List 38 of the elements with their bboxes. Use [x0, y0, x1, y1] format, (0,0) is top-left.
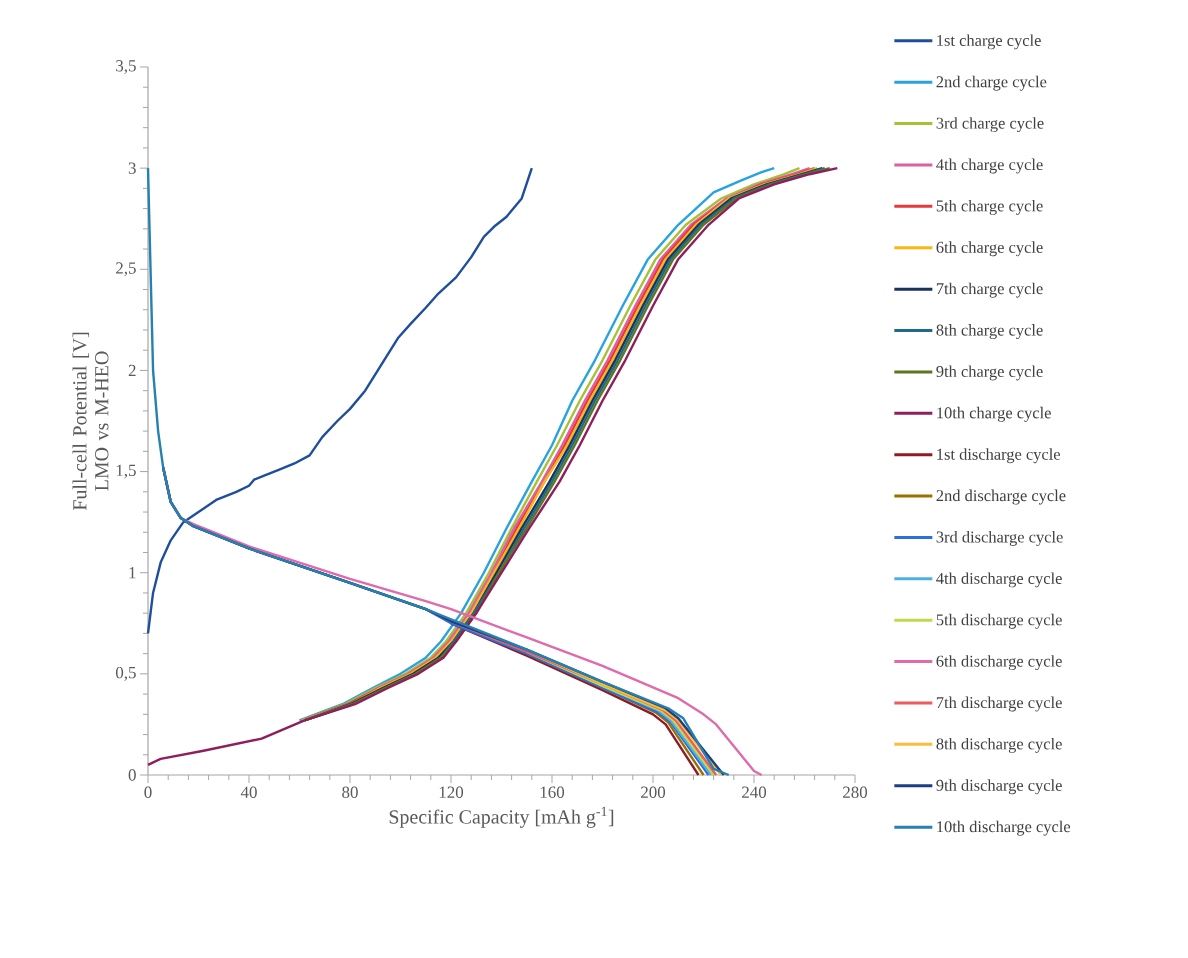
- legend-label: 4th discharge cycle: [936, 572, 1062, 588]
- legend-label: 8th discharge cycle: [936, 737, 1062, 753]
- legend-label: 10th charge cycle: [937, 406, 1051, 422]
- legend-label: 6th charge cycle: [936, 241, 1043, 257]
- legend-label: 2nd discharge cycle: [936, 489, 1066, 505]
- legend-label: 10th discharge cycle: [937, 820, 1071, 836]
- y-tick-label: 0,5: [115, 666, 136, 681]
- x-tick-label: 80: [342, 786, 358, 798]
- legend-label: 4th charge cycle: [936, 158, 1043, 174]
- y-tick-label: 0: [128, 769, 136, 781]
- y-tick-label: 2,5: [116, 262, 136, 277]
- y-tick-label: 3,5: [116, 60, 136, 74]
- legend-label: 7th discharge cycle: [936, 696, 1062, 712]
- x-axis-title: Specific Capacity [mAh g$^{-1}$]: [389, 806, 614, 828]
- legend-label: 9th charge cycle: [936, 365, 1043, 381]
- y-axis-title: Full-cell Potential [V] LMO vs M-HEO: [72, 332, 109, 511]
- legend-label: 3rd discharge cycle: [936, 531, 1063, 546]
- x-tick-label: 160: [540, 786, 565, 798]
- x-tick-label: 0: [144, 786, 152, 798]
- legend-label: 5th discharge cycle: [936, 613, 1062, 629]
- legend-label: 3rd charge cycle: [936, 117, 1044, 133]
- legend-label: 1st charge cycle: [937, 34, 1041, 50]
- legend-label: 7th charge cycle: [936, 282, 1043, 298]
- x-tick-label: 200: [641, 786, 666, 798]
- y-tick-label: 2: [128, 364, 136, 377]
- x-tick-label: 240: [742, 786, 767, 798]
- y-tick-label: 1: [129, 567, 136, 579]
- legend-label: 9th discharge cycle: [936, 779, 1062, 795]
- legend-label: 1st discharge cycle: [937, 448, 1061, 464]
- y-tick-label: 3: [128, 162, 136, 174]
- y-tick-label: 1,5: [116, 464, 136, 479]
- legend-label: 2nd charge cycle: [936, 75, 1047, 91]
- x-tick-label: 280: [843, 786, 868, 798]
- x-tick-label: 120: [439, 786, 464, 798]
- legend-label: 8th charge cycle: [936, 324, 1043, 340]
- x-tick-label: 40: [240, 786, 257, 798]
- legend-label: 5th charge cycle: [936, 199, 1043, 215]
- legend-label: 6th discharge cycle: [936, 655, 1062, 671]
